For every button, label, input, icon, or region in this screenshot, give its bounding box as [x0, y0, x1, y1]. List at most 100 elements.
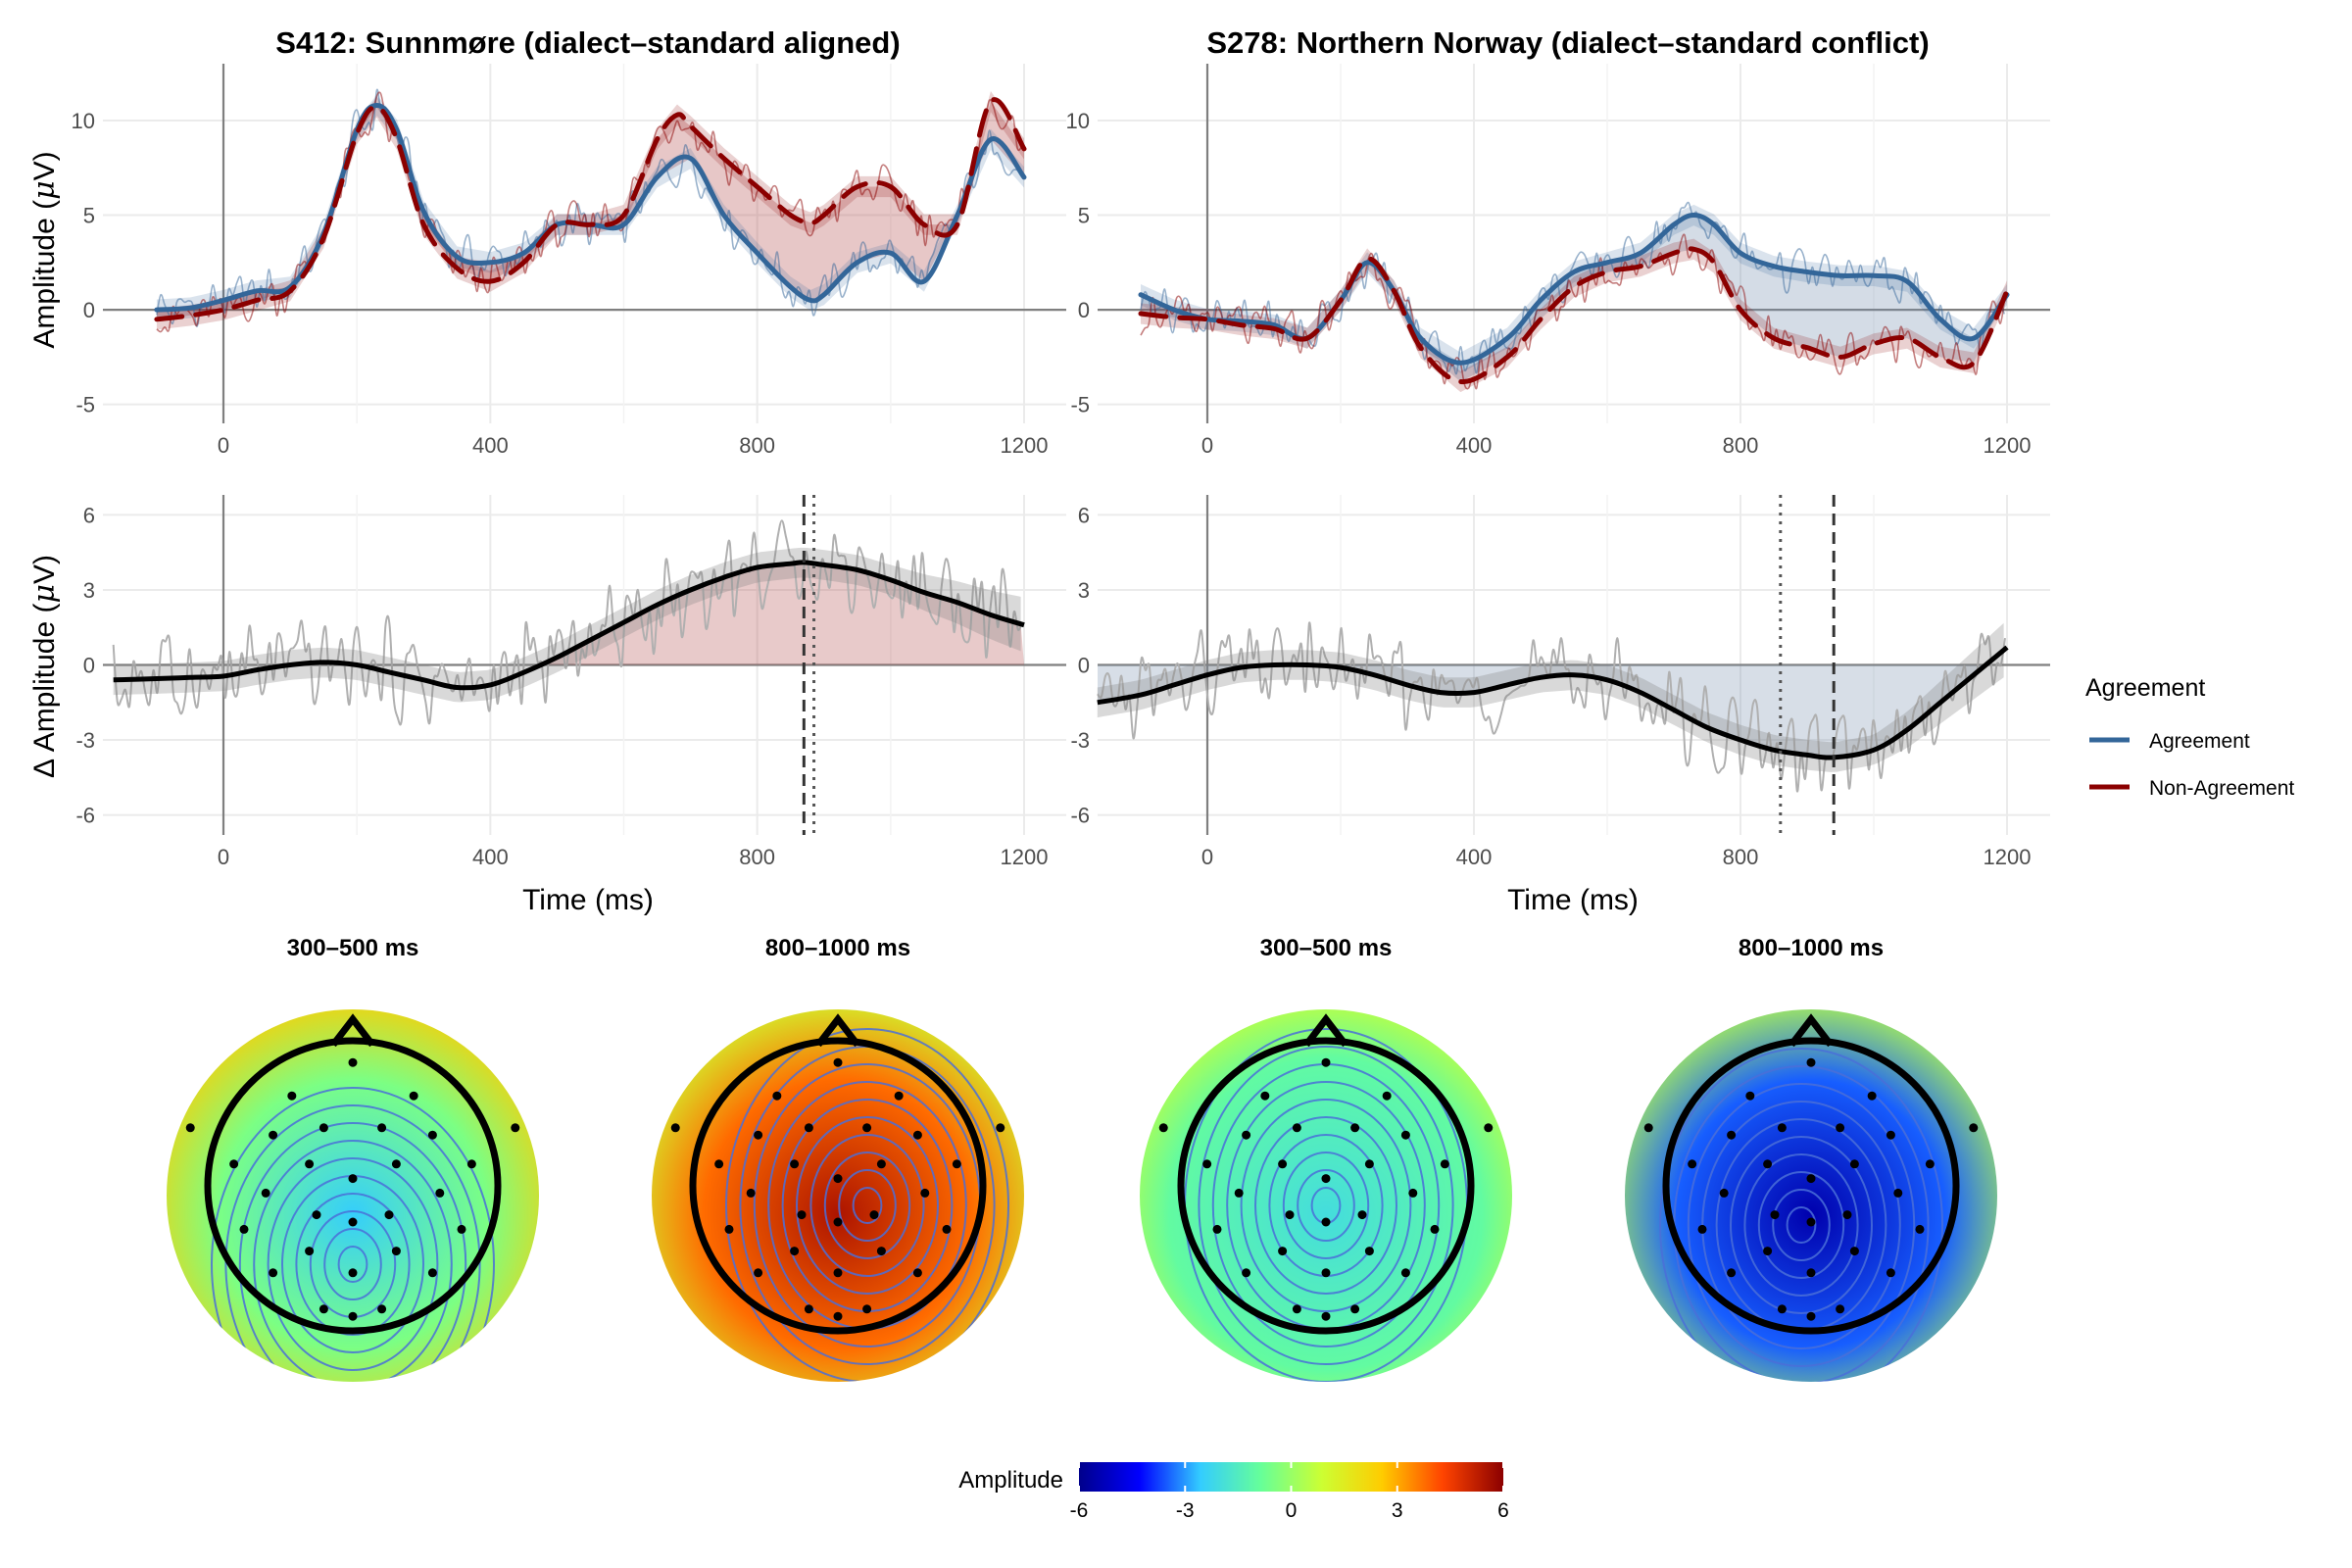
contour-line	[211, 1087, 495, 1382]
contour-line	[238, 1122, 467, 1382]
electrode-dot	[305, 1159, 315, 1169]
electrode-dot	[427, 1130, 437, 1140]
contour-line	[224, 1104, 481, 1382]
colorbar-tick-label: 6	[1497, 1499, 1509, 1522]
electrode-dot	[1350, 1123, 1360, 1133]
electrode-dot	[1382, 1091, 1392, 1101]
difference-shading	[1141, 215, 2007, 382]
electrode-dot	[1350, 1304, 1360, 1314]
electrode-dot	[1357, 1210, 1367, 1220]
contour-line	[295, 1193, 411, 1336]
electrode-dot	[1321, 1174, 1331, 1184]
contour-line	[1240, 1099, 1412, 1312]
electrode-dot	[1763, 1159, 1773, 1169]
electrode-dot	[894, 1091, 904, 1101]
erp-panel-s278: -5 0 5 10 0 400 800 1200	[1066, 64, 2050, 458]
electrode-dot	[1806, 1057, 1816, 1067]
raw-trace-agreement	[156, 88, 1022, 327]
electrode-dot	[754, 1268, 763, 1278]
electrode-dot	[348, 1217, 358, 1227]
diff-panel-s278: -6 -3 0 3 6 0 400 800 1200	[1070, 495, 2050, 869]
electrode-dot	[714, 1159, 724, 1169]
nose-icon	[815, 1013, 860, 1048]
ytick-label: -6	[75, 804, 95, 828]
ytick-label: 3	[83, 578, 95, 603]
top-ylabel: Amplitude (μV)	[27, 151, 62, 348]
ytick-label: 3	[1078, 578, 1090, 603]
electrode-dot	[269, 1268, 278, 1278]
electrode-dot	[790, 1159, 800, 1169]
contour-line	[1659, 1048, 1943, 1382]
contour-line	[323, 1228, 382, 1300]
panel-title-s278: S278: Northern Norway (dialect–standard …	[1206, 25, 1929, 60]
xtick-label: 400	[472, 845, 509, 869]
electrode-dot	[1727, 1130, 1737, 1140]
difference-line	[113, 560, 1025, 691]
ytick-label: -3	[1070, 728, 1090, 753]
electrode-dot	[1727, 1268, 1737, 1278]
xtick-label: 800	[1723, 845, 1759, 869]
electrode-dot	[1745, 1091, 1755, 1101]
contour-line	[1730, 1136, 1873, 1314]
contour-line	[1743, 1153, 1859, 1297]
ytick-label: -3	[75, 728, 95, 753]
ytick-label: 0	[83, 298, 95, 322]
ytick-label: -5	[75, 393, 95, 417]
electrode-dot	[348, 1174, 358, 1184]
ytick-label: 0	[1078, 298, 1090, 322]
electrode-dot	[1158, 1123, 1168, 1133]
electrode-dot	[1806, 1311, 1816, 1321]
xtick-label: 1200	[1001, 433, 1049, 458]
contour-line	[838, 1169, 897, 1242]
electrode-dot	[1893, 1188, 1903, 1198]
electrode-dot	[185, 1123, 195, 1133]
electrode-dot	[269, 1130, 278, 1140]
electrode-dot	[1763, 1247, 1773, 1256]
electrode-dot	[833, 1174, 843, 1184]
confidence-ribbon	[1097, 622, 2004, 772]
electrode-dot	[1242, 1130, 1251, 1140]
xtick-label: 400	[1456, 433, 1493, 458]
contour-line	[1254, 1116, 1397, 1295]
electrode-dot	[790, 1247, 800, 1256]
nose-icon	[1303, 1013, 1348, 1048]
electrode-dot	[318, 1304, 328, 1314]
electrode-dot	[1321, 1268, 1331, 1278]
diff-panel-s412: -6 -3 0 3 6 0 400 800 1200	[75, 495, 1066, 869]
raw-trace-non-agreement	[1140, 233, 2006, 390]
xtick-label: 0	[218, 433, 229, 458]
erp-panel-s412: -5 0 5 10 0 400 800 1200	[72, 64, 1066, 458]
electrode-dot	[1770, 1210, 1780, 1220]
ytick-label: 5	[83, 204, 95, 228]
xtick-label: 800	[739, 845, 775, 869]
electrode-dot	[1697, 1224, 1707, 1234]
electrode-dot	[996, 1123, 1005, 1133]
panel-title-s412: S412: Sunnmøre (dialect–standard aligned…	[275, 25, 900, 60]
xtick-label: 400	[472, 433, 509, 458]
colorbar-ticks: -6 -3 0 3 6	[1070, 1462, 1509, 1522]
topo-title-3: 300–500 ms	[1260, 935, 1393, 961]
xtick-label: 800	[739, 433, 775, 458]
electrode-dot	[1430, 1224, 1440, 1234]
electrode-dot	[876, 1159, 886, 1169]
xtick-label: 1200	[1984, 845, 2032, 869]
raw-difference-trace	[1097, 621, 2006, 793]
electrode-dot	[1260, 1091, 1270, 1101]
electrode-dot	[746, 1188, 756, 1198]
electrode-dot	[833, 1268, 843, 1278]
topo-title-2: 800–1000 ms	[765, 935, 910, 961]
head-outline	[1177, 1037, 1475, 1335]
electrode-dot	[409, 1091, 418, 1101]
colorbar: Amplitude -6 -3 0 3 6	[958, 1462, 1509, 1522]
electrode-dot	[305, 1247, 315, 1256]
electrode-dot	[1849, 1247, 1859, 1256]
electrode-dot	[348, 1268, 358, 1278]
electrode-dot	[1886, 1268, 1895, 1278]
electrode-dot	[952, 1159, 961, 1169]
electrode-dot	[1484, 1123, 1494, 1133]
electrode-dot	[1836, 1123, 1845, 1133]
topomap-4	[1625, 1009, 1997, 1382]
contour-line	[1687, 1083, 1916, 1367]
contour-line	[1757, 1171, 1845, 1279]
